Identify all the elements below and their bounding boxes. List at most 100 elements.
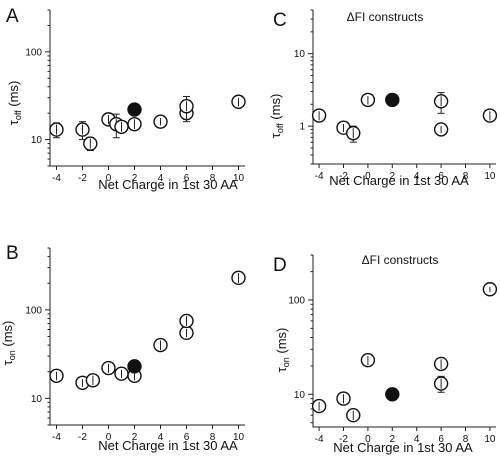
panel-d-xtick-label: 6 <box>438 434 444 445</box>
panel-d-plot: -4 -2 0 2 4 6 8 10 10 100 <box>288 254 498 445</box>
panel-d-letter: D <box>273 255 287 276</box>
svg-text:τon (ms): τon (ms) <box>0 321 17 366</box>
panel-c-ylabel: τoff (ms) <box>268 94 285 139</box>
panel-d-xtick-label: -4 <box>315 434 324 445</box>
panel-d-title: ΔFI constructs <box>362 253 439 267</box>
panel-c-point <box>433 92 449 114</box>
panel-a-point <box>49 122 64 139</box>
panel-d-xtick-label: 10 <box>484 434 496 445</box>
panel-b-xlabel: Net Charge in 1st 30 AA <box>98 438 238 453</box>
panel-d-point <box>360 352 376 368</box>
panel-d-ylabel-main: τ <box>274 366 289 372</box>
panel-c-axes <box>312 10 496 165</box>
panel-c-xtick-label: 8 <box>463 171 469 182</box>
panel-a-point <box>153 114 168 129</box>
panel-a-point <box>127 116 142 132</box>
panel-a-axes <box>49 10 245 167</box>
panel-c-point <box>433 122 449 137</box>
panel-a-xtick-label: 4 <box>158 173 164 184</box>
panel-d-xtick-label: 4 <box>414 434 420 445</box>
panel-a-point <box>75 121 90 141</box>
panel-d-point <box>433 375 449 393</box>
panel-c-point <box>360 92 376 108</box>
panel-d-ylabel-unit: (ms) <box>274 328 289 358</box>
panel-a: A Net Charge in 1st 30 AA τoff (ms) -4 -2… <box>6 6 246 192</box>
panel-c: C ΔFI constructs Net Charge in 1st 30 AA… <box>268 9 498 188</box>
panel-d: D ΔFI constructs Net Charge in 1st 30 AA… <box>273 253 498 455</box>
panel-b-point <box>49 368 64 383</box>
panel-d-xtick-label: 0 <box>365 434 371 445</box>
panel-c-ylabel-unit: (ms) <box>268 94 283 124</box>
panel-c-xtick-label: 6 <box>438 171 444 182</box>
panel-b-point <box>85 373 101 388</box>
panel-c-point <box>482 108 498 123</box>
panel-d-axes <box>312 255 496 428</box>
panel-c-ytick-label: 1 <box>299 122 305 133</box>
panel-a-xtick-label: 6 <box>184 173 190 184</box>
panel-a-xtick-label: 0 <box>106 173 112 184</box>
panel-b-point <box>179 313 194 329</box>
panel-a-xtick-label: -4 <box>52 173 61 184</box>
panel-b-xtick-label: 8 <box>210 432 216 443</box>
panel-c-xtick-label: -4 <box>315 171 324 182</box>
panel-c-xtick-label: 2 <box>390 171 396 182</box>
panel-a-ylabel-main: τ <box>6 119 21 125</box>
panel-b-point <box>114 366 129 381</box>
panel-c-point <box>346 125 361 143</box>
panel-c-point <box>385 92 400 108</box>
panel-b-marker <box>127 359 142 374</box>
panel-d-xtick-label: -2 <box>339 434 348 445</box>
panel-c-point <box>311 108 327 123</box>
panel-b-point <box>179 325 194 341</box>
panel-b-axes <box>49 248 245 426</box>
panel-c-xtick-label: 0 <box>365 171 371 182</box>
panel-c-ytick-label: 10 <box>294 49 306 60</box>
panel-b-xtick-label: -4 <box>52 432 61 443</box>
panel-b-xtick-label: 6 <box>184 432 190 443</box>
panel-d-point <box>336 391 351 406</box>
panel-b-xtick-label: 2 <box>132 432 138 443</box>
panel-c-marker <box>385 92 400 108</box>
panel-b-point <box>153 337 168 353</box>
panel-d-point <box>346 408 361 423</box>
panel-b-xtick-label: -2 <box>78 432 87 443</box>
panel-a-ylabel: τoff (ms) <box>6 81 23 126</box>
panel-c-title: ΔFI constructs <box>347 10 424 24</box>
panel-c-xtick-label: 4 <box>414 171 420 182</box>
panel-b-plot: -4 -2 0 2 4 6 8 10 10 100 <box>25 247 246 443</box>
panel-c-xtick-label: 10 <box>484 171 496 182</box>
panel-a-ylabel-unit: (ms) <box>6 81 21 111</box>
svg-text:τoff (ms): τoff (ms) <box>6 81 23 126</box>
panel-c-ylabel-sub: off <box>275 123 285 133</box>
panel-d-xlabel: Net Charge in 1st 30 AA <box>333 440 473 455</box>
panel-d-ytick-label: 10 <box>294 390 306 401</box>
panel-d-ylabel: τon (ms) <box>274 328 291 373</box>
panel-d-point <box>433 356 449 372</box>
panel-d-point <box>385 387 400 402</box>
panel-c-letter: C <box>273 10 287 31</box>
panel-c-plot: -4 -2 0 2 4 6 8 10 1 10 <box>294 9 498 182</box>
panel-b-ylabel: τon (ms) <box>0 321 17 366</box>
svg-text:τoff (ms): τoff (ms) <box>268 94 285 139</box>
panel-b-ylabel-sub: on <box>7 350 17 360</box>
panel-b-point <box>231 270 246 286</box>
panel-a-xlabel: Net Charge in 1st 30 AA <box>98 177 238 192</box>
panel-b: B Net Charge in 1st 30 AA τon (ms) -4 -2 0… <box>0 243 246 453</box>
panel-a-point <box>127 102 142 117</box>
panel-b-ytick-label: 10 <box>31 394 43 405</box>
panel-d-point <box>311 398 327 414</box>
panel-a-ylabel-sub: off <box>13 110 23 120</box>
panel-a-ytick-label: 10 <box>31 135 43 146</box>
panel-b-letter: B <box>6 243 19 264</box>
panel-b-ytick-label: 100 <box>25 305 42 316</box>
panel-a-xtick-label: -2 <box>78 173 87 184</box>
panel-a-point <box>83 136 98 152</box>
panel-d-marker <box>385 387 400 402</box>
panel-b-point <box>101 360 116 376</box>
panel-a-ytick-label: 100 <box>25 47 42 58</box>
panel-b-ylabel-main: τ <box>0 359 15 365</box>
panel-c-xlabel: Net Charge in 1st 30 AA <box>329 173 469 188</box>
panel-c-xtick-label: -2 <box>339 171 348 182</box>
panel-b-xtick-label: 4 <box>158 432 164 443</box>
